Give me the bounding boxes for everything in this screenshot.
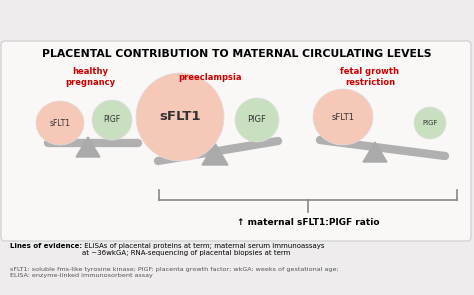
Text: Lines of evidence:: Lines of evidence:	[10, 243, 82, 249]
Text: PlGF: PlGF	[103, 116, 120, 124]
Text: ELISAs of placental proteins at term; maternal serum immunoassays
at ~36wkGA; RN: ELISAs of placental proteins at term; ma…	[82, 243, 325, 256]
Text: PlGF: PlGF	[422, 120, 438, 126]
Ellipse shape	[313, 89, 373, 145]
Text: fetal growth
restriction: fetal growth restriction	[340, 67, 400, 87]
Ellipse shape	[136, 73, 224, 161]
Text: sFLT1: soluble fms-like tyrosine kinase; PlGF: placenta growth factor; wkGA: wee: sFLT1: soluble fms-like tyrosine kinase;…	[10, 267, 338, 278]
Ellipse shape	[92, 100, 132, 140]
Polygon shape	[76, 137, 100, 157]
Ellipse shape	[235, 98, 279, 142]
Text: PlGF: PlGF	[247, 116, 266, 124]
Text: PLACENTAL CONTRIBUTION TO MATERNAL CIRCULATING LEVELS: PLACENTAL CONTRIBUTION TO MATERNAL CIRCU…	[42, 49, 432, 59]
Text: sFLT1: sFLT1	[159, 111, 201, 124]
Ellipse shape	[414, 107, 446, 139]
Text: ↑ maternal sFLT1:PlGF ratio: ↑ maternal sFLT1:PlGF ratio	[237, 218, 379, 227]
Text: sFLT1: sFLT1	[49, 119, 71, 127]
Polygon shape	[202, 143, 228, 165]
Polygon shape	[363, 142, 387, 162]
FancyBboxPatch shape	[1, 41, 471, 241]
Text: preeclampsia: preeclampsia	[178, 73, 242, 81]
Ellipse shape	[36, 101, 84, 145]
Text: healthy
pregnancy: healthy pregnancy	[65, 67, 115, 87]
Text: sFLT1: sFLT1	[331, 112, 355, 122]
